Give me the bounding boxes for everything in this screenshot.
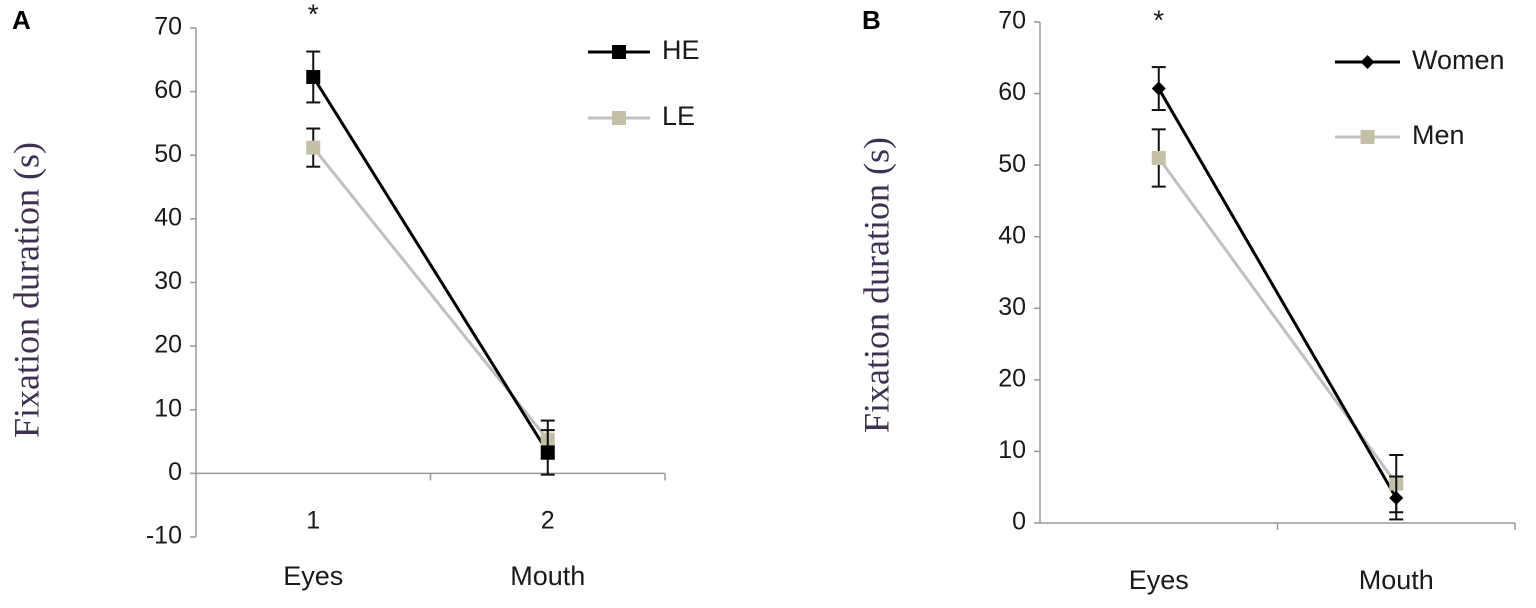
y-tick-label: 70 (154, 13, 182, 41)
data-point (306, 140, 321, 155)
y-tick-label: -10 (146, 522, 182, 550)
y-tick-label: 60 (998, 78, 1026, 106)
legend-label: HE (662, 35, 700, 65)
panel-label: A (12, 5, 31, 35)
y-tick-label: 60 (154, 76, 182, 104)
y-axis-label: Fixation duration (s) (6, 142, 46, 438)
y-tick-label: 40 (998, 221, 1026, 249)
y-tick-label: 40 (154, 203, 182, 231)
x-category-label: Eyes (283, 561, 343, 591)
legend-label: Men (1412, 120, 1465, 150)
x-category-label: Mouth (1359, 565, 1434, 595)
series-line (311, 76, 550, 454)
y-tick-label: 20 (998, 364, 1026, 392)
data-point (1389, 490, 1404, 505)
data-point (1151, 81, 1166, 96)
x-tick-label: 1 (306, 507, 320, 535)
legend-marker (612, 45, 626, 59)
y-tick-label: 70 (998, 7, 1026, 35)
y-tick-label: 50 (998, 150, 1026, 178)
y-tick-label: 20 (154, 331, 182, 359)
series-line (1157, 87, 1398, 499)
y-axis-label: Fixation duration (s) (856, 137, 896, 433)
legend-marker (1360, 130, 1375, 144)
panel-label: B (862, 5, 881, 35)
y-tick-label: 50 (154, 140, 182, 168)
data-point (1151, 150, 1166, 165)
legend-marker (612, 111, 626, 125)
y-tick-label: 30 (998, 293, 1026, 321)
x-category-label: Mouth (510, 561, 585, 591)
x-category-label: Eyes (1129, 565, 1189, 595)
data-point (306, 69, 321, 84)
annotation: * (308, 0, 319, 29)
y-tick-label: 10 (998, 436, 1026, 464)
data-point (540, 445, 555, 460)
x-tick-label: 2 (541, 507, 555, 535)
legend-label: LE (662, 101, 695, 131)
y-tick-label: 10 (154, 394, 182, 422)
annotation: * (1153, 4, 1164, 35)
y-tick-label: 0 (1012, 508, 1026, 536)
legend-marker (1360, 55, 1375, 69)
y-tick-label: 0 (168, 458, 182, 486)
legend-label: Women (1412, 45, 1505, 75)
y-tick-label: 30 (154, 267, 182, 295)
